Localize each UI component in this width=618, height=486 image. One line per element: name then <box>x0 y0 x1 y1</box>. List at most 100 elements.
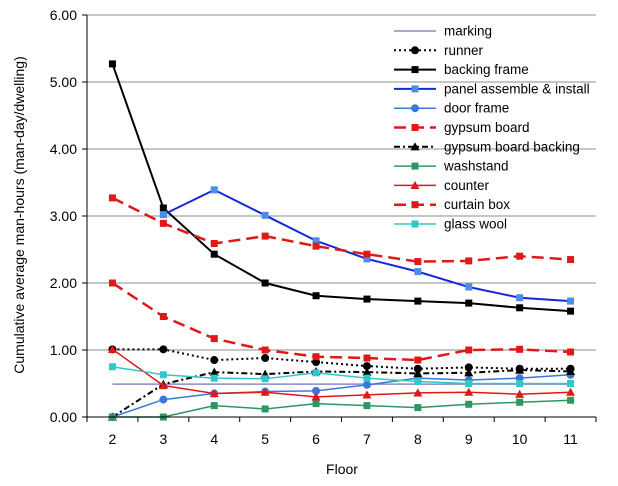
x-tick-label: 5 <box>261 431 269 447</box>
data-point <box>516 252 524 260</box>
data-point <box>209 367 219 376</box>
legend-label: marking <box>444 24 492 39</box>
data-point <box>312 353 320 361</box>
series-line-curtain-box <box>111 196 571 263</box>
series-line-counter <box>112 348 571 398</box>
legend-label: runner <box>444 43 484 58</box>
data-point <box>108 279 116 287</box>
legend-item-counter: counter <box>394 178 490 193</box>
series-line-gypsum-board <box>111 281 571 362</box>
x-tick-label: 3 <box>159 431 167 447</box>
x-tick-label: 11 <box>563 431 578 447</box>
y-tick-label: 3.00 <box>50 208 77 224</box>
data-point <box>362 367 372 376</box>
data-point <box>210 374 218 382</box>
data-point <box>210 239 218 247</box>
series-runner <box>108 345 575 373</box>
legend-item-panel-assemble-install: panel assemble & install <box>394 81 590 96</box>
data-point <box>516 380 524 387</box>
legend-label: panel assemble & install <box>444 81 590 96</box>
series-line-washstand <box>112 399 571 418</box>
series-line-runner <box>112 348 571 370</box>
data-point <box>261 405 269 413</box>
legend-item-backing-frame: backing frame <box>394 62 529 77</box>
legend-item-washstand: washstand <box>394 159 509 174</box>
data-point <box>516 304 524 312</box>
data-point <box>567 256 575 264</box>
y-tick-label: 4.00 <box>50 141 77 157</box>
legend-item-marking: marking <box>394 24 492 39</box>
series-line-gypsum-board-backing <box>111 369 571 418</box>
legend-label: gypsum board <box>444 120 530 135</box>
data-point <box>414 377 422 385</box>
data-point <box>567 380 575 387</box>
data-point <box>210 186 218 194</box>
data-point <box>312 369 320 377</box>
legend-marker <box>411 162 419 170</box>
series-line-door-frame <box>112 374 571 418</box>
data-point <box>362 380 371 389</box>
data-point <box>567 348 575 356</box>
data-point <box>312 292 320 300</box>
data-point <box>108 194 116 202</box>
legend-label: backing frame <box>444 62 529 77</box>
data-point <box>159 345 168 354</box>
legend-item-gypsum-board-backing: gypsum board backing <box>394 139 580 154</box>
legend-label: gypsum board backing <box>444 139 580 154</box>
data-point <box>209 389 219 398</box>
legend-marker <box>411 124 419 131</box>
data-point <box>158 381 168 390</box>
data-point <box>261 346 269 354</box>
x-tick-label: 10 <box>512 431 528 447</box>
legend: marking runner backing frame panel assemble… <box>394 24 590 232</box>
series-line-glass-wool <box>112 366 571 385</box>
data-point <box>159 219 167 227</box>
data-point <box>210 356 219 365</box>
data-point <box>363 255 371 263</box>
legend-label: washstand <box>443 159 509 174</box>
series-glass-wool <box>108 363 575 387</box>
series-lines <box>107 60 576 421</box>
data-point <box>516 294 524 302</box>
legend-marker <box>411 85 419 93</box>
y-tick-label: 5.00 <box>50 74 77 90</box>
data-point <box>413 388 423 397</box>
data-point <box>210 402 218 410</box>
x-tick-label: 7 <box>363 431 371 447</box>
data-point <box>464 363 473 372</box>
data-point <box>261 232 269 240</box>
data-point <box>159 313 167 320</box>
legend-label: counter <box>444 178 490 193</box>
y-tick-label: 2.00 <box>50 275 77 291</box>
data-point <box>567 307 575 315</box>
data-point <box>465 283 473 291</box>
y-tick-label: 6.00 <box>50 7 77 23</box>
data-point <box>413 364 422 373</box>
x-tick-label: 4 <box>210 431 218 447</box>
data-point <box>363 402 371 410</box>
data-point <box>465 346 473 354</box>
axes: 0.00 1.00 2.00 3.00 4.00 5.00 6.00 2 3 4 5 6 7 8 9 10 11 <box>50 7 597 447</box>
legend-item-gypsum-board: gypsum board <box>394 120 530 135</box>
x-tick-label: 9 <box>465 431 473 447</box>
data-point <box>260 387 270 396</box>
data-point <box>363 250 371 258</box>
data-point <box>464 387 474 396</box>
data-point <box>516 398 524 406</box>
data-point <box>210 250 218 258</box>
data-point <box>414 356 422 364</box>
series-panel-assemble-install <box>159 186 575 305</box>
data-point <box>311 392 321 401</box>
y-tick-label: 0.00 <box>50 409 77 425</box>
legend-marker <box>411 220 419 228</box>
data-point <box>261 375 269 383</box>
data-point <box>261 354 270 363</box>
legend-marker <box>411 46 419 55</box>
data-point <box>567 297 575 305</box>
data-point <box>159 211 167 219</box>
data-point <box>515 365 525 374</box>
data-point <box>108 363 116 371</box>
data-point <box>465 400 473 408</box>
